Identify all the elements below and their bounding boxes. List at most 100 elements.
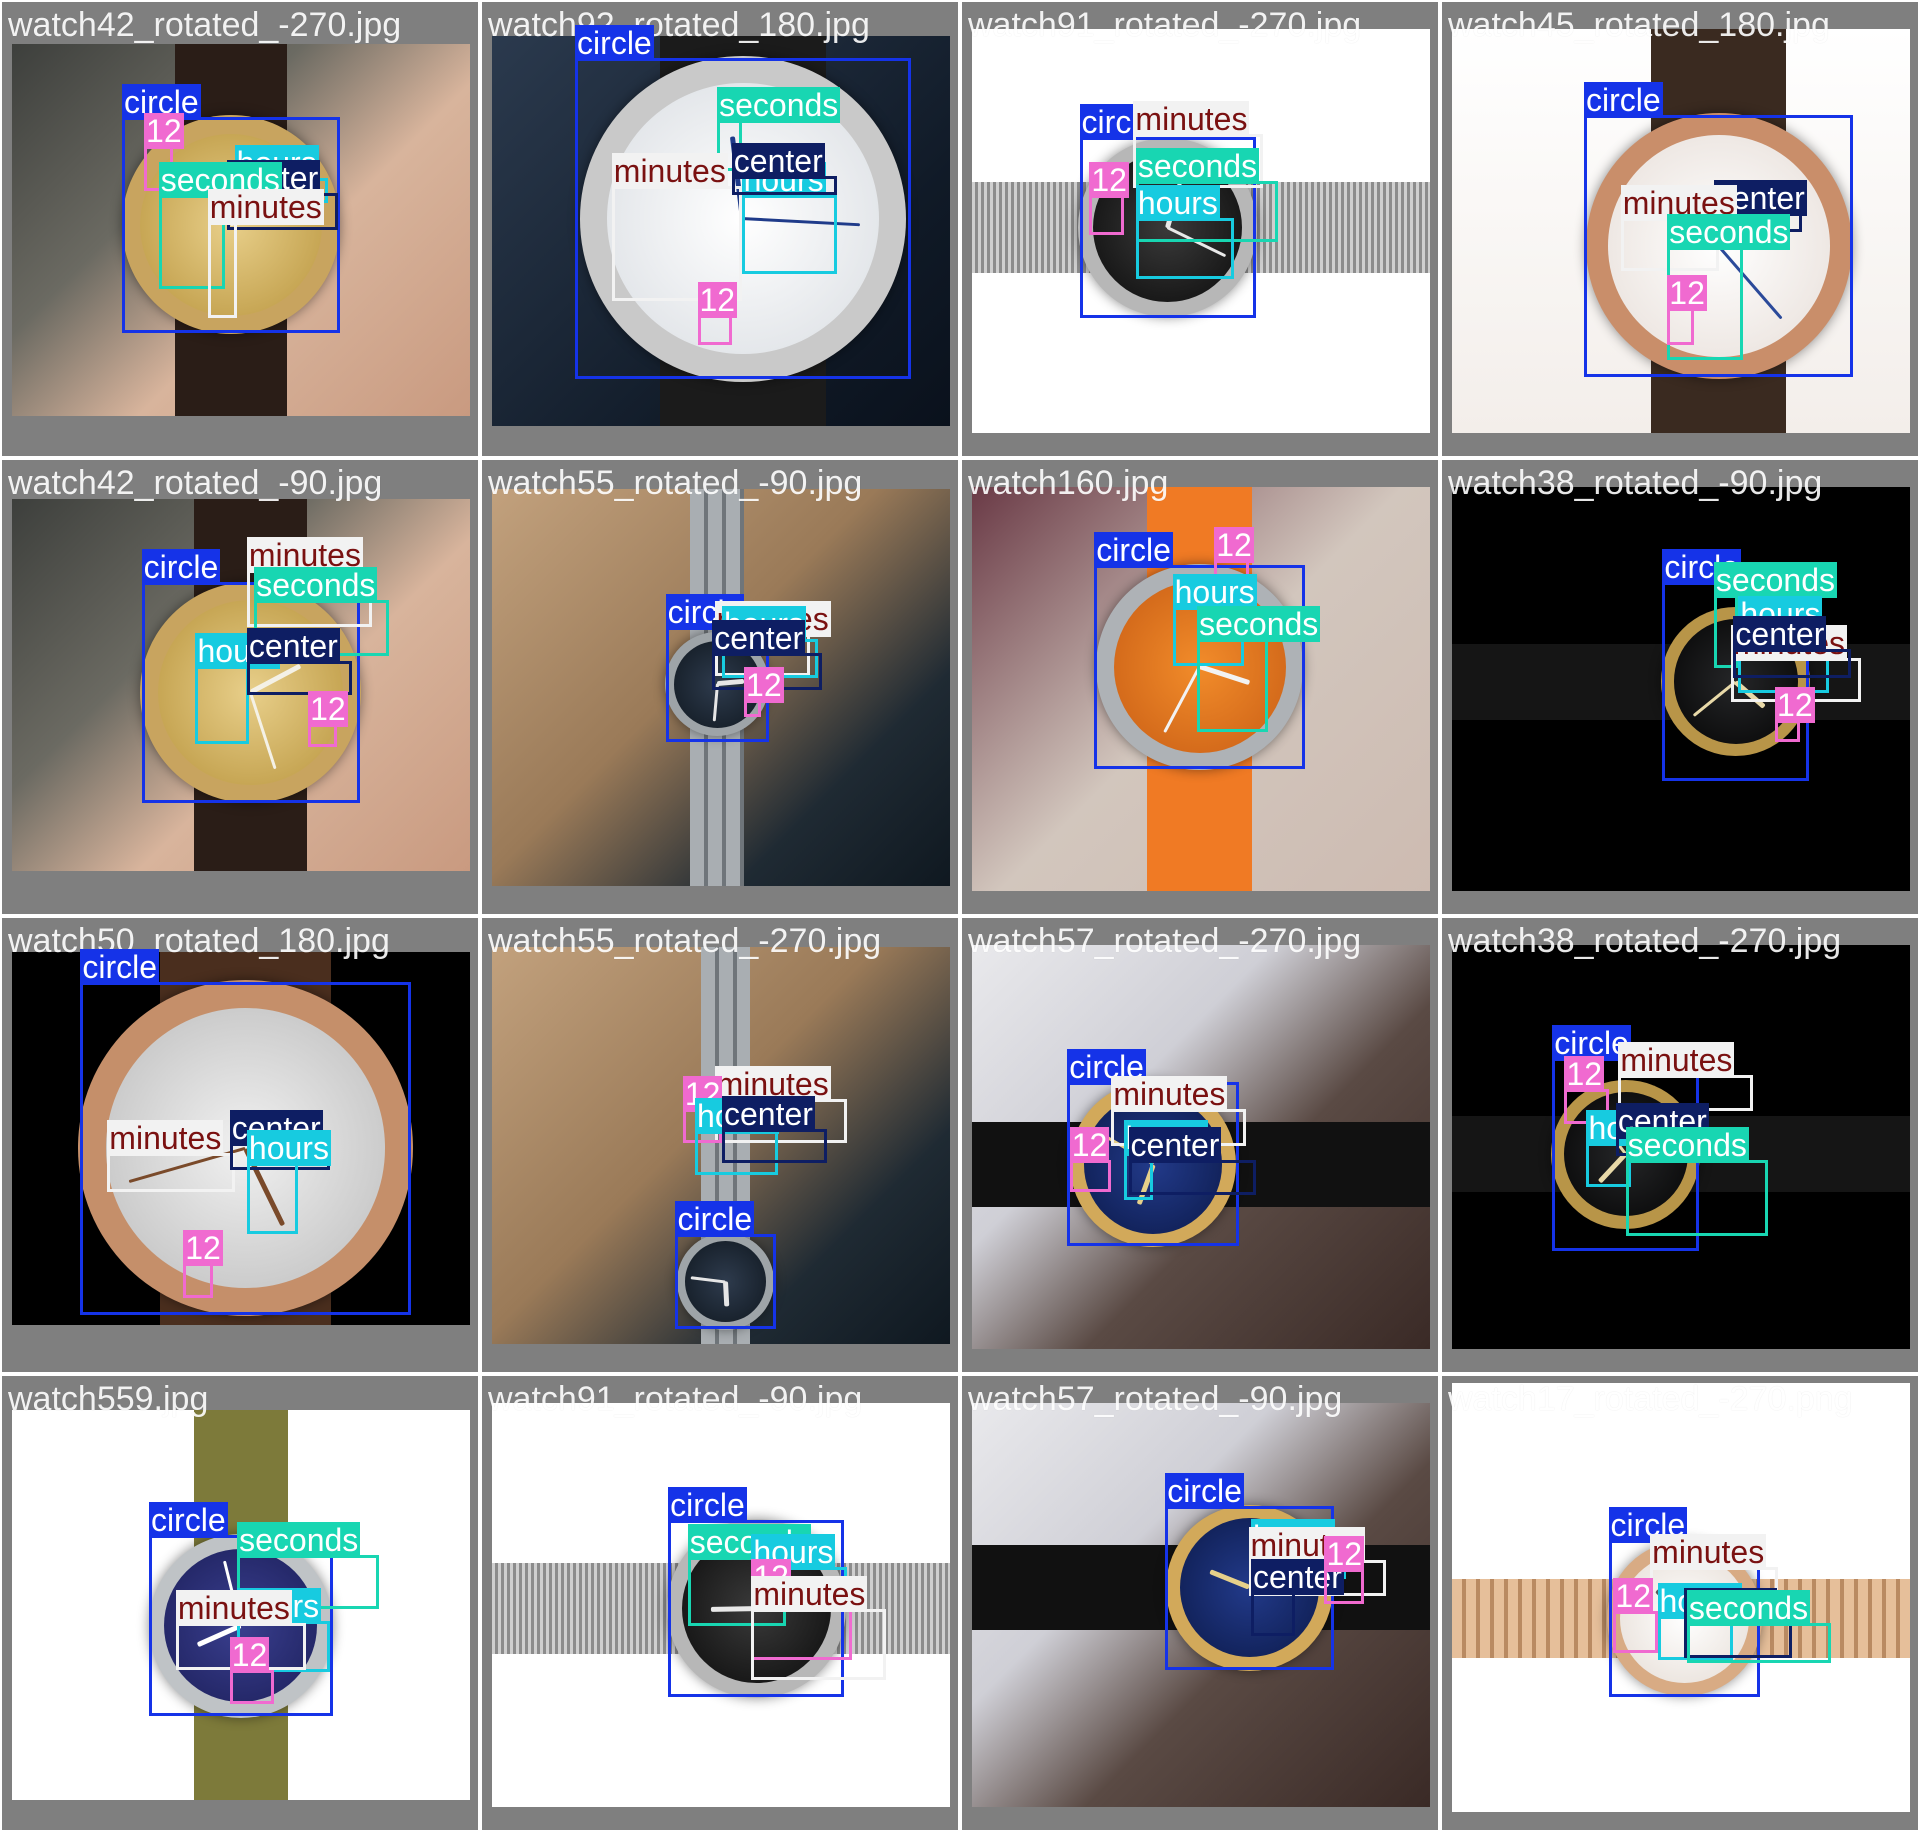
box-label: center bbox=[712, 620, 806, 657]
bounding-box-seconds: seconds bbox=[1625, 1127, 1768, 1237]
image-filename: watch92_rotated_180.jpg bbox=[488, 6, 870, 44]
box-label: seconds bbox=[1686, 1590, 1811, 1627]
bounding-box-seconds: seconds bbox=[1197, 605, 1321, 732]
box-label: minutes bbox=[611, 152, 728, 189]
image-filename: watch57_rotated_-270.jpg bbox=[968, 922, 1362, 960]
image-panel: watch38_rotated_-270.jpgcircleminutes12h… bbox=[1440, 916, 1920, 1374]
box-label: seconds bbox=[237, 1521, 361, 1558]
box-label: seconds bbox=[1713, 561, 1838, 598]
watch-photo bbox=[491, 947, 950, 1345]
bounding-box-circle: circle bbox=[1094, 532, 1305, 769]
bounding-box-minutes: minutes bbox=[1650, 1534, 1778, 1604]
image-filename: watch38_rotated_-270.jpg bbox=[1448, 922, 1842, 960]
image-panel: watch38_rotated_-90.jpg circle seconds hour… bbox=[1440, 458, 1920, 916]
bounding-box-center: center bbox=[246, 627, 353, 696]
bounding-box-12: 12 bbox=[144, 113, 184, 191]
box-label: circle bbox=[575, 25, 654, 62]
bounding-box-12: 12 bbox=[1069, 1127, 1112, 1193]
box-label: circle bbox=[1165, 1472, 1244, 1509]
watch-photo bbox=[11, 1410, 470, 1800]
image-panel: watch55_rotated_-270.jpgcircleminutes12h… bbox=[480, 916, 960, 1374]
image-panel: watch55_rotated_-90.jpgcircleminuteshour… bbox=[480, 458, 960, 916]
bounding-box-circle: circle bbox=[575, 25, 911, 380]
image-panel: watch92_rotated_180.jpg circle seconds minu… bbox=[480, 0, 960, 458]
image-filename: watch91_rotated_-270.jpg bbox=[968, 6, 1362, 44]
bounding-box-circle: circle bbox=[141, 549, 360, 803]
box-label: center bbox=[246, 627, 340, 664]
image-filename: watch45_rotated_180.jpg bbox=[1448, 6, 1830, 44]
box-label: 12 bbox=[1069, 1127, 1110, 1164]
box-label: minutes bbox=[107, 1120, 224, 1157]
box-label: seconds bbox=[1667, 213, 1791, 250]
image-filename: watch57_rotated_-90.jpg bbox=[968, 1380, 1343, 1418]
box-label: circle bbox=[668, 1487, 747, 1524]
image-panel: watch57_rotated_-270.jpgcircleminutes12h… bbox=[960, 916, 1440, 1374]
image-filename: watch559.jpg bbox=[8, 1380, 209, 1418]
box-label: 12 bbox=[229, 1636, 270, 1673]
bounding-box-center: center bbox=[722, 1095, 828, 1163]
box-label: minutes bbox=[175, 1590, 292, 1627]
box-label: minutes bbox=[751, 1575, 868, 1612]
box-label: circle bbox=[1094, 532, 1173, 569]
bounding-box-seconds: seconds bbox=[237, 1521, 380, 1609]
box-label: 12 bbox=[183, 1230, 223, 1267]
bounding-box-circle: circle bbox=[1552, 1024, 1700, 1252]
watch-photo bbox=[1451, 1383, 1910, 1812]
bounding-box-12: 12 bbox=[1775, 686, 1815, 742]
box-label: center bbox=[1733, 615, 1827, 652]
box-label: circle bbox=[141, 549, 221, 586]
image-filename: watch91_rotated_-90.jpg bbox=[488, 1380, 863, 1418]
image-filename: watch42_rotated_-90.jpg bbox=[8, 464, 383, 502]
image-filename: watch50_rotated_180.jpg bbox=[8, 922, 390, 960]
bounding-box-seconds: seconds bbox=[254, 566, 389, 656]
box-label: seconds bbox=[1197, 605, 1321, 642]
box-label: center bbox=[1128, 1127, 1222, 1164]
bounding-box-seconds: seconds bbox=[1713, 561, 1838, 669]
bounding-box-12: 12 bbox=[697, 282, 738, 345]
box-label: circle bbox=[675, 1200, 755, 1237]
box-label: 12 bbox=[1667, 275, 1707, 312]
box-label: 12 bbox=[1214, 527, 1254, 564]
box-label: 12 bbox=[1564, 1056, 1605, 1093]
bounding-box-hours: hours bbox=[195, 632, 280, 745]
box-label: seconds bbox=[254, 566, 378, 603]
box-label: circle bbox=[1584, 81, 1663, 118]
box-label: 12 bbox=[744, 667, 784, 703]
box-label: circle bbox=[80, 948, 160, 985]
bounding-box-center: center bbox=[1733, 615, 1851, 678]
image-panel: watch57_rotated_-90.jpgcirclehoursminute… bbox=[960, 1374, 1440, 1832]
box-label: minutes bbox=[207, 189, 324, 226]
box-label: 12 bbox=[308, 691, 348, 728]
image-panel: watch42_rotated_-270.jpgcircle12hourscen… bbox=[0, 0, 480, 458]
image-filename: watch42_rotated_-270.jpg bbox=[8, 6, 402, 44]
bounding-box-12: 12 bbox=[229, 1636, 274, 1705]
watch-photo bbox=[971, 1402, 1430, 1808]
image-panel: watch91_rotated_-270.jpg circle minutes sec… bbox=[960, 0, 1440, 458]
box-label: center bbox=[731, 142, 825, 179]
box-label: hours bbox=[1172, 573, 1257, 610]
bounding-box-minutes: minutes bbox=[207, 189, 324, 318]
image-filename: watch55_rotated_-270.jpg bbox=[488, 922, 882, 960]
box-label: hours bbox=[246, 1129, 331, 1166]
bounding-box-12: 12 bbox=[1613, 1578, 1658, 1653]
watch-photo bbox=[1451, 28, 1910, 434]
image-panel: watch45_rotated_180.jpg circle center minut… bbox=[1440, 0, 1920, 458]
bounding-box-center: center bbox=[1250, 1558, 1344, 1636]
image-panel: watch42_rotated_-90.jpg circle minutes seco… bbox=[0, 458, 480, 916]
bounding-box-12: 12 bbox=[183, 1230, 223, 1298]
bounding-box-circle: circle bbox=[675, 1200, 776, 1330]
bounding-box-circle: circle bbox=[1584, 81, 1854, 377]
box-label: 12 bbox=[144, 113, 184, 150]
box-label: minutes bbox=[1618, 1041, 1735, 1078]
bounding-box-12: 12 bbox=[744, 667, 784, 718]
bounding-box-seconds: seconds bbox=[717, 86, 841, 171]
bounding-box-circle: circle bbox=[80, 948, 411, 1315]
image-panel: watch50_rotated_180.jpg circle minutes cent… bbox=[0, 916, 480, 1374]
bounding-box-12: 12 bbox=[1564, 1056, 1609, 1124]
bounding-box-hours: hours bbox=[1135, 184, 1234, 279]
bounding-box-12: 12 bbox=[1324, 1536, 1365, 1604]
bounding-box-center: center bbox=[1128, 1127, 1256, 1195]
image-panel: watch559.jpgcirclesecondshoursminutes12 bbox=[0, 1374, 480, 1832]
bounding-box-12: 12 bbox=[308, 691, 348, 747]
